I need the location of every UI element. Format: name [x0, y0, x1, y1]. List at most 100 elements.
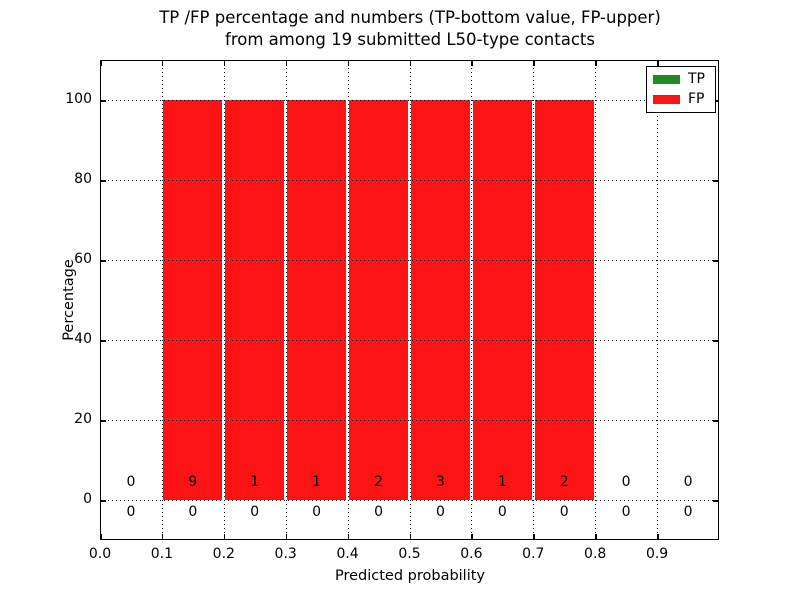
x-tick-mark [161, 534, 164, 540]
x-tick-mark-top [533, 60, 535, 66]
y-tick-label: 0 [83, 491, 92, 507]
legend: TP FP [646, 66, 716, 113]
x-tick-mark-top [161, 60, 164, 66]
gridline-horizontal [100, 500, 719, 501]
x-tick-label: 0.3 [274, 546, 297, 562]
y-tick-label: 40 [74, 331, 92, 347]
fp-count-label: 0 [683, 474, 693, 490]
gridline-vertical [347, 60, 349, 540]
x-tick-mark [409, 534, 411, 540]
y-tick-mark [100, 500, 106, 502]
tp-color-swatch [653, 74, 680, 84]
x-tick-label: 0.9 [645, 546, 669, 562]
tp-count-label: 0 [374, 504, 383, 520]
tp-count-label: 0 [250, 504, 260, 520]
x-tick-mark-top [100, 60, 102, 66]
fp-count-label: 9 [188, 474, 198, 490]
x-tick-mark-top [285, 60, 288, 66]
gridline-vertical [161, 60, 163, 540]
fp-count-label: 2 [374, 474, 383, 490]
chart-title: TP /FP percentage and numbers (TP-bottom… [100, 7, 720, 51]
y-tick-label: 80 [74, 171, 92, 187]
x-tick-label: 0.8 [584, 546, 607, 562]
x-tick-mark-top [223, 60, 226, 66]
y-tick-mark-right [713, 100, 719, 102]
x-tick-label: 0.7 [522, 546, 545, 562]
x-tick-mark [533, 534, 535, 540]
fp-count-label: 0 [126, 474, 136, 490]
y-tick-mark [100, 340, 106, 342]
gridline-vertical [533, 60, 535, 540]
tp-count-label: 0 [435, 504, 445, 520]
gridline-vertical [223, 60, 225, 540]
fp-count-label: 2 [559, 474, 569, 490]
y-tick-label: 60 [74, 251, 92, 267]
gridline-vertical [657, 60, 659, 540]
gridline-horizontal [100, 420, 719, 421]
x-tick-mark-top [657, 60, 659, 66]
fp-count-label: 1 [497, 474, 507, 490]
y-tick-label: 100 [65, 91, 92, 107]
x-tick-label: 0.2 [212, 546, 235, 562]
legend-item-tp: TP [653, 72, 709, 86]
gridline-horizontal [100, 260, 719, 261]
fp-bar [287, 100, 347, 500]
y-tick-mark-right [713, 340, 719, 342]
gridline-vertical [595, 60, 597, 540]
tp-count-label: 0 [621, 504, 631, 520]
tp-count-label: 0 [312, 504, 322, 520]
y-tick-mark-right [713, 260, 719, 262]
y-tick-label: 20 [74, 411, 92, 427]
legend-label-fp: FP [688, 91, 705, 107]
fp-bar [472, 100, 532, 500]
gridline-horizontal [100, 180, 719, 181]
x-axis-label: Predicted probability [334, 568, 486, 584]
gridline-horizontal [100, 100, 719, 101]
tp-count-label: 0 [497, 504, 507, 520]
x-tick-mark [657, 534, 659, 540]
y-tick-mark [100, 180, 106, 182]
tp-count-label: 0 [559, 504, 569, 520]
x-tick-label: 0.4 [336, 546, 359, 562]
x-tick-mark [223, 534, 226, 540]
fp-color-swatch [653, 94, 680, 104]
y-tick-mark-right [713, 180, 719, 182]
x-tick-label: 0.0 [88, 546, 112, 562]
x-tick-mark-top [347, 60, 350, 66]
tp-count-label: 0 [683, 504, 693, 520]
fp-count-label: 1 [312, 474, 322, 490]
chart-title-line1: TP /FP percentage and numbers (TP-bottom… [159, 8, 661, 27]
gridline-vertical [471, 60, 473, 540]
y-tick-mark [100, 260, 106, 262]
x-tick-mark [595, 534, 597, 540]
fp-count-label: 3 [435, 474, 445, 490]
y-tick-mark-right [713, 420, 719, 422]
chart-title-line2: from among 19 submitted L50-type contact… [225, 30, 595, 49]
fp-bar [163, 100, 223, 500]
gridline-vertical [285, 60, 287, 540]
x-tick-mark-top [595, 60, 597, 66]
y-axis-label: Percentage [61, 259, 77, 341]
legend-item-fp: FP [653, 92, 709, 106]
y-tick-mark-right [713, 500, 719, 502]
tp-count-label: 0 [126, 504, 136, 520]
x-tick-mark [471, 534, 473, 540]
x-tick-label: 0.5 [398, 546, 421, 562]
y-tick-mark [100, 420, 106, 422]
tp-count-label: 0 [188, 504, 198, 520]
x-tick-mark [347, 534, 350, 540]
fp-bar [534, 100, 594, 500]
x-tick-mark-top [409, 60, 411, 66]
x-tick-label: 0.1 [150, 546, 174, 562]
x-tick-mark [100, 534, 102, 540]
axes-spines [100, 60, 719, 540]
fp-count-label: 0 [621, 474, 631, 490]
x-tick-mark [285, 534, 288, 540]
legend-label-tp: TP [688, 71, 705, 87]
fp-bar [411, 100, 470, 500]
gridline-horizontal [100, 340, 719, 341]
x-tick-label: 0.6 [460, 546, 483, 562]
gridline-vertical [409, 60, 411, 540]
fp-count-label: 1 [250, 474, 260, 490]
